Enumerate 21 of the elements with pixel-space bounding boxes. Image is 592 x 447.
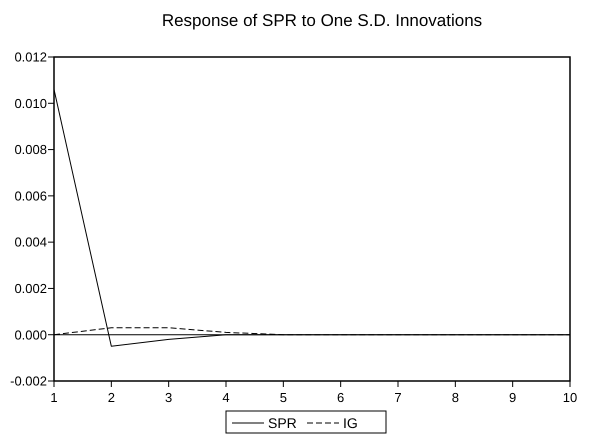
y-tick-label: 0.000 bbox=[14, 327, 47, 342]
x-tick-label: 3 bbox=[165, 390, 172, 405]
y-tick-label: 0.008 bbox=[14, 142, 47, 158]
x-tick-label: 5 bbox=[280, 390, 287, 405]
x-tick-label: 8 bbox=[452, 390, 459, 405]
y-tick-label: -0.002 bbox=[10, 374, 47, 389]
x-tick-label: 4 bbox=[222, 390, 230, 405]
x-tick-label: 6 bbox=[337, 390, 344, 405]
legend-label: SPR bbox=[268, 414, 297, 431]
x-tick-label: 9 bbox=[509, 390, 516, 405]
y-tick-label: 0.012 bbox=[14, 50, 47, 65]
y-tick-label: 0.002 bbox=[14, 280, 47, 296]
x-tick-label: 7 bbox=[394, 390, 402, 405]
chart-title: Response of SPR to One S.D. Innovations bbox=[162, 11, 482, 30]
y-tick-label: 0.006 bbox=[14, 188, 47, 204]
x-tick-label: 1 bbox=[50, 390, 58, 405]
legend-label: IG bbox=[343, 414, 358, 431]
x-tick-label: 2 bbox=[108, 390, 115, 405]
y-tick-label: 0.004 bbox=[14, 234, 47, 250]
y-tick-label: 0.010 bbox=[14, 96, 47, 111]
x-tick-label: 10 bbox=[562, 390, 578, 405]
